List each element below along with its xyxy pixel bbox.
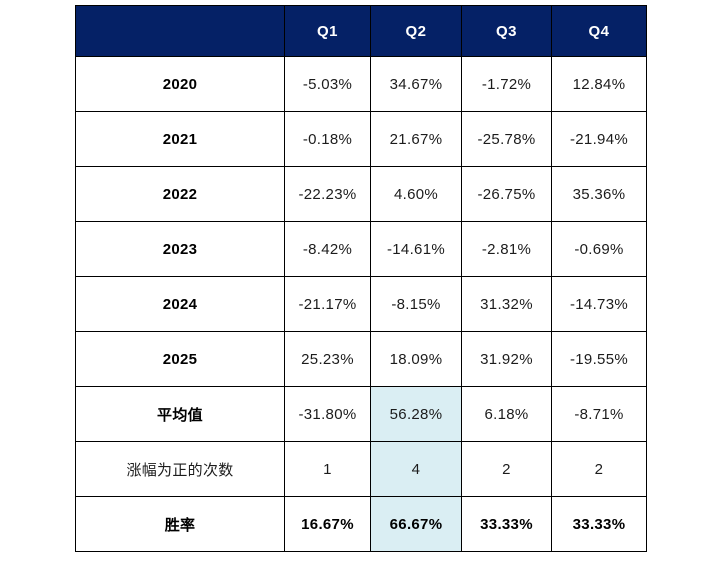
table-cell: 33.33% xyxy=(551,496,647,552)
table-row-win-rate: 胜率 16.67% 66.67% 33.33% 33.33% xyxy=(75,496,647,552)
table-cell: 2 xyxy=(551,441,647,497)
table-cell: 1 xyxy=(284,441,371,497)
table-cell: 25.23% xyxy=(284,331,371,387)
row-label: 2023 xyxy=(75,221,285,277)
table-row-2021: 2021 -0.18% 21.67% -25.78% -21.94% xyxy=(75,111,647,167)
table-cell: 6.18% xyxy=(461,386,552,442)
table-cell: 12.84% xyxy=(551,56,647,112)
table-cell: 33.33% xyxy=(461,496,552,552)
table-cell: 35.36% xyxy=(551,166,647,222)
row-label: 2020 xyxy=(75,56,285,112)
row-label: 2021 xyxy=(75,111,285,167)
table-cell: -22.23% xyxy=(284,166,371,222)
table-cell: -8.71% xyxy=(551,386,647,442)
row-label: 涨幅为正的次数 xyxy=(75,441,285,497)
table-cell: -0.69% xyxy=(551,221,647,277)
table-row-2024: 2024 -21.17% -8.15% 31.32% -14.73% xyxy=(75,276,647,332)
table-cell-highlighted: 56.28% xyxy=(370,386,462,442)
row-label: 2025 xyxy=(75,331,285,387)
table-row-2020: 2020 -5.03% 34.67% -1.72% 12.84% xyxy=(75,56,647,112)
table-cell: -0.18% xyxy=(284,111,371,167)
header-corner-cell xyxy=(75,5,285,57)
column-header-q4: Q4 xyxy=(551,5,647,57)
quarterly-returns-table: Q1 Q2 Q3 Q4 2020 -5.03% 34.67% -1.72% 12… xyxy=(75,5,647,552)
table-row-2023: 2023 -8.42% -14.61% -2.81% -0.69% xyxy=(75,221,647,277)
table-cell: -19.55% xyxy=(551,331,647,387)
table-cell: -8.15% xyxy=(370,276,462,332)
table-cell: 31.92% xyxy=(461,331,552,387)
table-cell: -5.03% xyxy=(284,56,371,112)
column-header-q3: Q3 xyxy=(461,5,552,57)
column-header-q2: Q2 xyxy=(370,5,462,57)
table-cell: -2.81% xyxy=(461,221,552,277)
table-row-average: 平均值 -31.80% 56.28% 6.18% -8.71% xyxy=(75,386,647,442)
table-cell: 16.67% xyxy=(284,496,371,552)
table-cell: 4.60% xyxy=(370,166,462,222)
table-row-2025: 2025 25.23% 18.09% 31.92% -19.55% xyxy=(75,331,647,387)
row-label: 2022 xyxy=(75,166,285,222)
column-header-q1: Q1 xyxy=(284,5,371,57)
table-cell: -1.72% xyxy=(461,56,552,112)
table-cell: -31.80% xyxy=(284,386,371,442)
table-cell: 31.32% xyxy=(461,276,552,332)
table-row-positive-count: 涨幅为正的次数 1 4 2 2 xyxy=(75,441,647,497)
table-cell: 21.67% xyxy=(370,111,462,167)
table-cell: 2 xyxy=(461,441,552,497)
table-cell-highlighted: 66.67% xyxy=(370,496,462,552)
table-cell: -21.94% xyxy=(551,111,647,167)
table-cell: -8.42% xyxy=(284,221,371,277)
table-cell: -21.17% xyxy=(284,276,371,332)
table-row-2022: 2022 -22.23% 4.60% -26.75% 35.36% xyxy=(75,166,647,222)
table-cell: 34.67% xyxy=(370,56,462,112)
table-cell-highlighted: 4 xyxy=(370,441,462,497)
row-label: 平均值 xyxy=(75,386,285,442)
row-label: 胜率 xyxy=(75,496,285,552)
table-cell: -26.75% xyxy=(461,166,552,222)
row-label: 2024 xyxy=(75,276,285,332)
table-cell: 18.09% xyxy=(370,331,462,387)
table-cell: -14.61% xyxy=(370,221,462,277)
table-cell: -25.78% xyxy=(461,111,552,167)
table-cell: -14.73% xyxy=(551,276,647,332)
header-row: Q1 Q2 Q3 Q4 xyxy=(75,5,647,57)
